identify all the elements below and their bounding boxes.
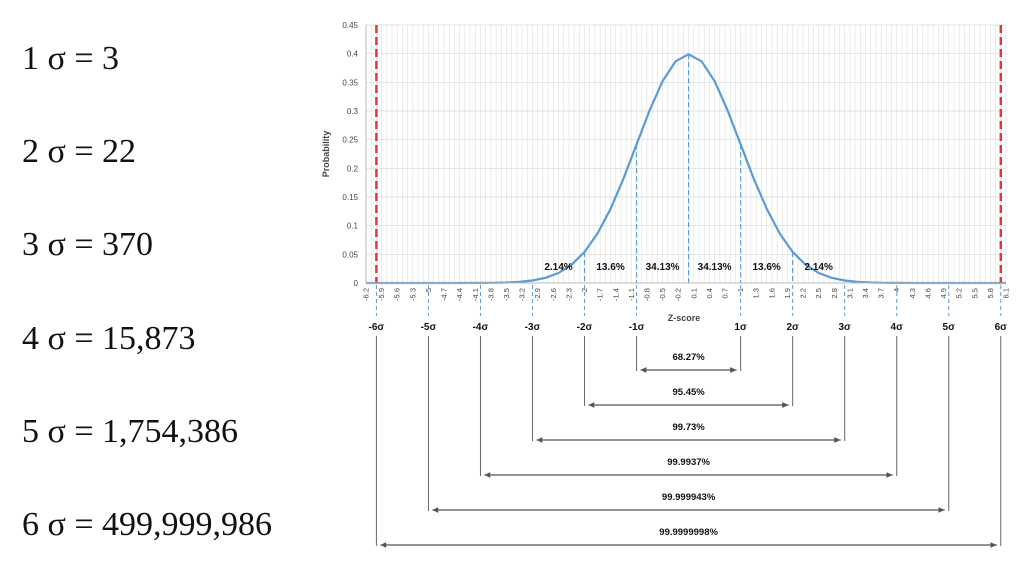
sigma-band-lines	[583, 54, 794, 283]
coverage-range-label: 95.45%	[672, 387, 705, 398]
sigma-label: -5σ	[421, 322, 437, 333]
sigma-label: 4σ	[891, 322, 904, 333]
y-tick-label: 0	[354, 279, 359, 288]
x-tick-label: -3.2	[518, 288, 527, 301]
sigma-label: -6σ	[369, 322, 385, 333]
y-tick-label: 0.1	[347, 222, 359, 231]
x-tick-label: -4.7	[440, 288, 449, 301]
x-tick-label: -1.7	[596, 288, 605, 301]
x-tick-label: -3.5	[502, 288, 511, 301]
sigma-row-1: 1 σ = 3	[22, 40, 120, 77]
sigma-label: -3σ	[525, 322, 541, 333]
x-tick-label: -6.2	[362, 288, 371, 301]
coverage-range-label: 99.9937%	[667, 457, 710, 468]
x-tick-label: 1.9	[783, 288, 792, 298]
x-tick-label: -1.4	[611, 288, 620, 301]
sigma-label: -4σ	[473, 322, 489, 333]
y-tick-label: 0.05	[342, 250, 358, 259]
y-tick-label: 0.45	[342, 21, 358, 30]
coverage-range-label: 68.27%	[672, 352, 705, 363]
x-tick-label: -4.4	[455, 288, 464, 301]
y-tick-label: 0.15	[342, 193, 358, 202]
x-tick-label: 1	[736, 288, 745, 292]
y-tick-label: 0.3	[347, 107, 359, 116]
sigma-label: 5σ	[943, 322, 956, 333]
x-tick-label: -2	[580, 288, 589, 295]
band-percent-label: 13.6%	[596, 262, 624, 273]
x-tick-label: -1.1	[627, 288, 636, 301]
band-percent-label: 34.13%	[698, 262, 732, 273]
sigma-defect-list: 1 σ = 3 2 σ = 22 3 σ = 370 4 σ = 15,873 …	[0, 0, 320, 578]
chart-gridlines	[365, 24, 1007, 284]
x-tick-label: -0.2	[674, 288, 683, 301]
chart-axes: 0 0.05 0.1 0.15 0.2 0.25 0.3 0.35 0.4 0.45 -6.2 -5.…	[321, 21, 1011, 323]
x-tick-label: 4.9	[939, 288, 948, 298]
x-tick-label: 5.5	[970, 288, 979, 298]
coverage-range-label: 99.999943%	[662, 492, 716, 503]
x-tick-label: 1.6	[767, 288, 776, 298]
x-tick-label: 0.1	[689, 288, 698, 298]
sigma-row-2: 2 σ = 22	[22, 133, 137, 170]
x-tick-label: 2.8	[830, 288, 839, 298]
y-tick-label: 0.2	[347, 164, 359, 173]
sigma-row-5: 5 σ = 1,754,386	[22, 413, 239, 450]
sigma-label: 1σ	[734, 322, 747, 333]
sigma-row-6: 6 σ = 499,999,986	[22, 506, 273, 543]
x-tick-label: 4.6	[923, 288, 932, 298]
x-tick-label: 2.2	[799, 288, 808, 298]
y-tick-label: 0.35	[342, 78, 358, 87]
band-percent-label: 13.6%	[752, 262, 780, 273]
y-axis-title: Probability	[321, 131, 331, 178]
coverage-ranges: 68.27% 95.45% 99.73% 99.9937% 99.999943% 99.9…	[380, 352, 997, 548]
x-tick-label: 3.4	[861, 288, 870, 298]
x-tick-label: -4.1	[471, 288, 480, 301]
six-sigma-limit-lines	[375, 25, 1003, 283]
x-tick-label: 3.7	[877, 288, 886, 298]
x-tick-label: -5.6	[393, 288, 402, 301]
x-tick-label: -5.9	[377, 288, 386, 301]
sigma-label: 2σ	[786, 322, 799, 333]
x-axis-title: Z-score	[668, 313, 701, 323]
sigma-scale: -6σ -5σ -4σ -3σ -2σ -1σ 1σ 2σ 3σ 4σ 5σ 6σ	[369, 285, 1008, 546]
sigma-label: -2σ	[577, 322, 593, 333]
band-percent-label: 2.14%	[544, 262, 572, 273]
x-tick-label: 4.3	[908, 288, 917, 298]
x-tick-label: -0.8	[642, 288, 651, 301]
x-tick-label: 3.1	[845, 288, 854, 298]
x-tick-label: 1.3	[752, 288, 761, 298]
x-tick-label: 6.1	[1002, 288, 1011, 298]
y-tick-label: 0.25	[342, 136, 358, 145]
x-tick-label: -5	[424, 288, 433, 295]
band-percent-labels: 2.14% 13.6% 34.13% 34.13% 13.6% 2.14%	[544, 262, 833, 273]
x-tick-label: -2.6	[549, 288, 558, 301]
x-tick-label: 0.4	[705, 288, 714, 298]
x-tick-label: -5.3	[408, 288, 417, 301]
x-tick-label: -2.3	[564, 288, 573, 301]
x-tick-label: 2.5	[814, 288, 823, 298]
x-tick-label: 5.8	[986, 288, 995, 298]
x-tick-label: 4	[892, 288, 901, 292]
x-tick-label: -0.5	[658, 288, 667, 301]
sigma-label: -1σ	[629, 322, 645, 333]
sigma-row-4: 4 σ = 15,873	[22, 320, 196, 357]
sigma-row-3: 3 σ = 370	[22, 226, 154, 263]
band-percent-label: 2.14%	[805, 262, 833, 273]
sigma-label: 3σ	[838, 322, 851, 333]
sigma-label: 6σ	[995, 322, 1008, 333]
x-tick-label: -3.8	[486, 288, 495, 301]
x-tick-label: 0.7	[721, 288, 730, 298]
x-tick-label: -2.9	[533, 288, 542, 301]
coverage-range-label: 99.73%	[672, 422, 705, 433]
band-percent-label: 34.13%	[646, 262, 680, 273]
y-tick-label: 0.4	[347, 50, 359, 59]
x-tick-label: 5.2	[955, 288, 964, 298]
coverage-range-label: 99.9999998%	[659, 527, 718, 538]
